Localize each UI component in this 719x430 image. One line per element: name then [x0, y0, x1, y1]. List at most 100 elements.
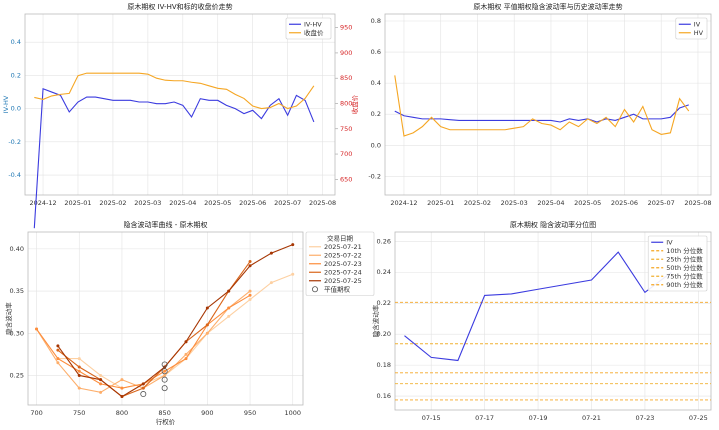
legend-label: 2025-07-22 [324, 251, 362, 259]
y-tick-label: 0.18 [377, 361, 391, 369]
legend-label: IV [694, 20, 701, 28]
point [163, 369, 167, 373]
point [56, 357, 60, 361]
x-tick-label: 2024-12 [29, 199, 56, 207]
series-line [394, 104, 689, 123]
y2-tick-label: 950 [340, 24, 352, 32]
point [291, 272, 295, 276]
x-tick-label: 07-21 [582, 414, 601, 422]
y-tick-label: 0.22 [377, 299, 391, 307]
legend-box [647, 235, 708, 292]
y-tick-label: 0.2 [371, 110, 381, 118]
y-tick-label: 0.26 [377, 237, 391, 245]
x-tick-label: 900 [201, 409, 213, 417]
point [35, 327, 39, 331]
point [77, 373, 81, 377]
point [99, 382, 103, 386]
legend-box [285, 17, 332, 40]
point [184, 340, 188, 344]
legend-label: 2025-07-21 [324, 243, 362, 251]
x-tick-label: 750 [73, 409, 85, 417]
legend-label: 平值期权 [324, 284, 351, 293]
legend-label: 2025-07-24 [324, 268, 362, 276]
point [77, 386, 81, 390]
y-tick-label: 0.25 [10, 371, 24, 379]
y2-tick-label: 800 [340, 99, 352, 107]
legend-label: 2025-07-25 [324, 277, 362, 285]
y-tick-label: 0.16 [377, 392, 391, 400]
y2-tick-label: 900 [340, 49, 352, 57]
y-axis-label: 隐含波动率 [371, 304, 380, 337]
y2-tick-label: 750 [340, 125, 352, 133]
plot-frame [27, 231, 304, 406]
legend-label: 2025-07-23 [324, 260, 362, 268]
point [248, 293, 252, 297]
y-tick-label: 0.4 [11, 38, 21, 46]
point [269, 281, 273, 285]
plot-frame [394, 231, 712, 411]
point [56, 344, 60, 348]
legend-label: 25th 分位数 [666, 254, 703, 263]
y-tick-label: 0.35 [10, 287, 24, 295]
point [248, 260, 252, 264]
atm-point [161, 376, 168, 383]
y-tick-label: 0.24 [377, 268, 391, 276]
y-tick-label: 0.2 [11, 71, 21, 79]
legend-label: IV [666, 238, 673, 246]
x-tick-label: 07-19 [529, 414, 548, 422]
x-tick-label: 2025-04 [537, 199, 564, 207]
point [291, 243, 295, 247]
point [77, 365, 81, 369]
point [227, 289, 231, 293]
point [77, 369, 81, 373]
legend-box [675, 17, 708, 40]
atm-point [161, 361, 168, 368]
point [77, 357, 81, 361]
series-line [57, 261, 251, 398]
chart-title: 隐含波动率曲线 - 原木期权 [124, 220, 208, 229]
y2-tick-label: 850 [340, 74, 352, 82]
atm-point [161, 368, 168, 375]
point [120, 378, 124, 382]
x-axis-label: 行权价 [156, 417, 176, 426]
x-tick-label: 2025-08 [684, 199, 711, 207]
x-tick-label: 07-25 [689, 414, 708, 422]
legend-marker [311, 286, 318, 293]
legend-label: 75th 分位数 [666, 271, 703, 280]
legend-label: 50th 分位数 [666, 263, 703, 272]
y-tick-label: -0.4 [8, 171, 21, 179]
y-tick-label: 0.8 [371, 17, 381, 25]
point [269, 251, 273, 255]
y2-tick-label: 650 [340, 175, 352, 183]
point [205, 323, 209, 327]
x-tick-label: 2025-02 [464, 199, 491, 207]
x-tick-label: 2025-03 [134, 199, 161, 207]
y-tick-label: 0.30 [10, 329, 24, 337]
x-tick-label: 700 [30, 409, 42, 417]
x-tick-label: 2025-02 [99, 199, 126, 207]
x-tick-label: 800 [116, 409, 128, 417]
x-tick-label: 850 [158, 409, 170, 417]
series-line [57, 273, 293, 389]
y-tick-label: 0.0 [11, 105, 21, 113]
y-tick-label: 0.40 [10, 245, 24, 253]
x-tick-label: 2025-01 [64, 199, 91, 207]
y-tick-label: 0.4 [371, 79, 381, 87]
legend-label: HV [694, 29, 704, 37]
series-line [404, 251, 672, 362]
point [205, 306, 209, 310]
series-line [33, 87, 315, 229]
point [99, 373, 103, 377]
point [120, 395, 124, 399]
x-tick-label: 07-23 [635, 414, 654, 422]
x-tick-label: 07-17 [475, 414, 494, 422]
point [184, 352, 188, 356]
legend-label: IV-HV [304, 20, 322, 28]
x-tick-label: 950 [244, 409, 256, 417]
x-tick-label: 2025-08 [309, 199, 336, 207]
point [248, 298, 252, 302]
plot-frame [24, 13, 336, 196]
chart-title: 原木期权 平值期权隐含波动率与历史波动率走势 [473, 2, 622, 11]
plot-frame [384, 13, 712, 196]
x-tick-label: 1000 [284, 409, 301, 417]
